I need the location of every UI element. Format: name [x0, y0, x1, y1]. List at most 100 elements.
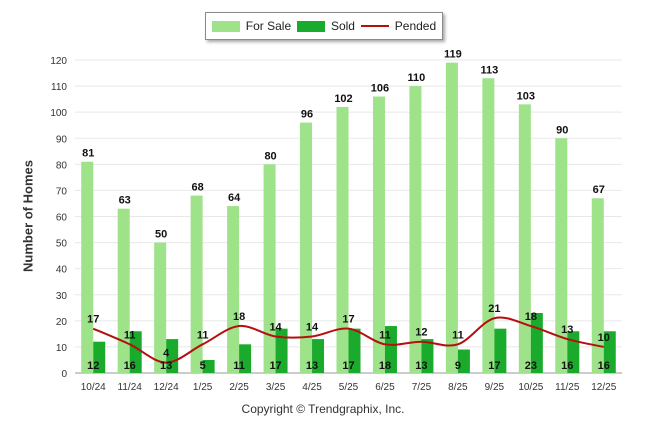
for-sale-value-label: 103: [517, 90, 535, 102]
for-sale-bar[interactable]: [409, 86, 422, 373]
pended-value-label: 11: [197, 329, 209, 341]
for-sale-value-label: 90: [556, 124, 568, 136]
for-sale-value-label: 110: [408, 72, 426, 84]
sold-bar[interactable]: [603, 331, 616, 373]
sold-bar[interactable]: [384, 326, 397, 373]
pended-value-label: 17: [342, 314, 354, 326]
pended-value-label: 13: [561, 324, 573, 336]
sold-bar[interactable]: [457, 349, 470, 373]
sold-swatch: [296, 20, 325, 32]
for-sale-bar[interactable]: [300, 122, 313, 373]
for-sale-value-label: 102: [334, 93, 352, 105]
sold-bar[interactable]: [93, 341, 106, 373]
for-sale-bar[interactable]: [555, 138, 568, 373]
y-tick-label: 20: [56, 317, 68, 328]
pended-value-label: 21: [488, 303, 500, 315]
sold-value-label: 5: [200, 360, 206, 372]
for-sale-bar[interactable]: [372, 96, 385, 374]
x-tick-label: 10/25: [518, 382, 543, 393]
for-sale-value-label: 50: [155, 229, 167, 241]
y-tick-label: 10: [56, 343, 68, 354]
for-sale-swatch: [211, 20, 240, 32]
pended-value-label: 4: [163, 348, 170, 360]
pended-value-label: 11: [452, 329, 464, 341]
sold-value-label: 23: [525, 360, 537, 372]
sold-value-label: 16: [124, 360, 136, 372]
legend-item-sold[interactable]: Sold: [296, 19, 355, 33]
x-tick-label: 11/25: [555, 382, 580, 393]
x-tick-label: 12/25: [591, 382, 616, 393]
for-sale-value-label: 80: [264, 150, 276, 162]
x-tick-label: 1/25: [193, 382, 213, 393]
for-sale-value-label: 63: [119, 195, 131, 207]
y-tick-label: 100: [50, 108, 67, 119]
legend-label-pended: Pended: [394, 19, 437, 33]
sold-bar[interactable]: [166, 339, 179, 373]
for-sale-bar[interactable]: [591, 198, 604, 373]
sold-bar[interactable]: [202, 359, 215, 373]
legend-item-pended[interactable]: Pended: [360, 19, 437, 33]
for-sale-bar[interactable]: [263, 164, 276, 373]
for-sale-value-label: 67: [593, 184, 605, 196]
sold-bar[interactable]: [275, 328, 288, 373]
sold-bar[interactable]: [421, 339, 434, 373]
sold-value-label: 17: [269, 360, 281, 372]
y-tick-label: 50: [56, 239, 68, 250]
x-tick-label: 8/25: [448, 382, 468, 393]
x-tick-label: 5/25: [339, 382, 359, 393]
for-sale-value-label: 96: [301, 109, 313, 121]
for-sale-bar[interactable]: [518, 104, 531, 373]
for-sale-bar[interactable]: [117, 208, 130, 373]
for-sale-bar[interactable]: [227, 206, 240, 373]
pended-value-label: 11: [379, 329, 391, 341]
sold-value-label: 13: [415, 360, 427, 372]
sold-bar[interactable]: [312, 339, 325, 373]
for-sale-bar[interactable]: [445, 62, 458, 373]
legend-label-for-sale: For Sale: [245, 19, 292, 33]
x-tick-label: 6/25: [375, 382, 395, 393]
x-tick-label: 10/24: [81, 382, 106, 393]
pended-value-label: 18: [525, 311, 537, 323]
x-tick-label: 2/25: [229, 382, 249, 393]
sold-value-label: 16: [561, 360, 573, 372]
sold-bar[interactable]: [494, 328, 507, 373]
bars: [81, 62, 616, 374]
sold-bar[interactable]: [239, 344, 252, 373]
x-tick-label: 12/24: [154, 382, 179, 393]
sold-value-label: 16: [598, 360, 610, 372]
x-tick-label: 11/24: [118, 382, 143, 393]
sold-value-label: 17: [488, 360, 500, 372]
legend-item-for-sale[interactable]: For Sale: [211, 19, 292, 33]
sold-bar[interactable]: [129, 331, 142, 373]
for-sale-bar[interactable]: [154, 242, 167, 373]
sold-value-label: 18: [379, 360, 391, 372]
pended-value-label: 11: [124, 329, 136, 341]
x-tick-label: 3/25: [266, 382, 286, 393]
y-tick-label: 30: [56, 291, 68, 302]
sold-value-label: 12: [87, 360, 99, 372]
sold-value-label: 11: [233, 360, 245, 372]
pended-series-line[interactable]: [92, 316, 604, 364]
pended-value-label: 10: [598, 332, 610, 344]
sold-value-label: 17: [342, 360, 354, 372]
for-sale-bar[interactable]: [81, 161, 94, 373]
y-tick-label: 0: [61, 369, 67, 380]
for-sale-bar[interactable]: [482, 78, 495, 373]
for-sale-value-label: 119: [444, 49, 462, 61]
y-tick-label: 40: [56, 265, 68, 276]
for-sale-bar[interactable]: [336, 106, 349, 373]
x-tick-label: 4/25: [302, 382, 322, 393]
for-sale-value-label: 106: [371, 83, 389, 95]
x-tick-label: 7/25: [412, 382, 432, 393]
pended-value-label: 18: [233, 311, 245, 323]
pended-value-label: 14: [306, 321, 319, 333]
y-tick-label: 120: [50, 56, 67, 67]
y-axis-title: Number of Homes: [20, 160, 36, 272]
pended-value-label: 12: [415, 327, 427, 339]
for-sale-value-label: 64: [228, 192, 241, 204]
sold-value-label: 9: [455, 360, 461, 372]
for-sale-value-label: 68: [192, 182, 204, 194]
for-sale-bar[interactable]: [190, 195, 203, 373]
sold-bar[interactable]: [348, 328, 361, 373]
